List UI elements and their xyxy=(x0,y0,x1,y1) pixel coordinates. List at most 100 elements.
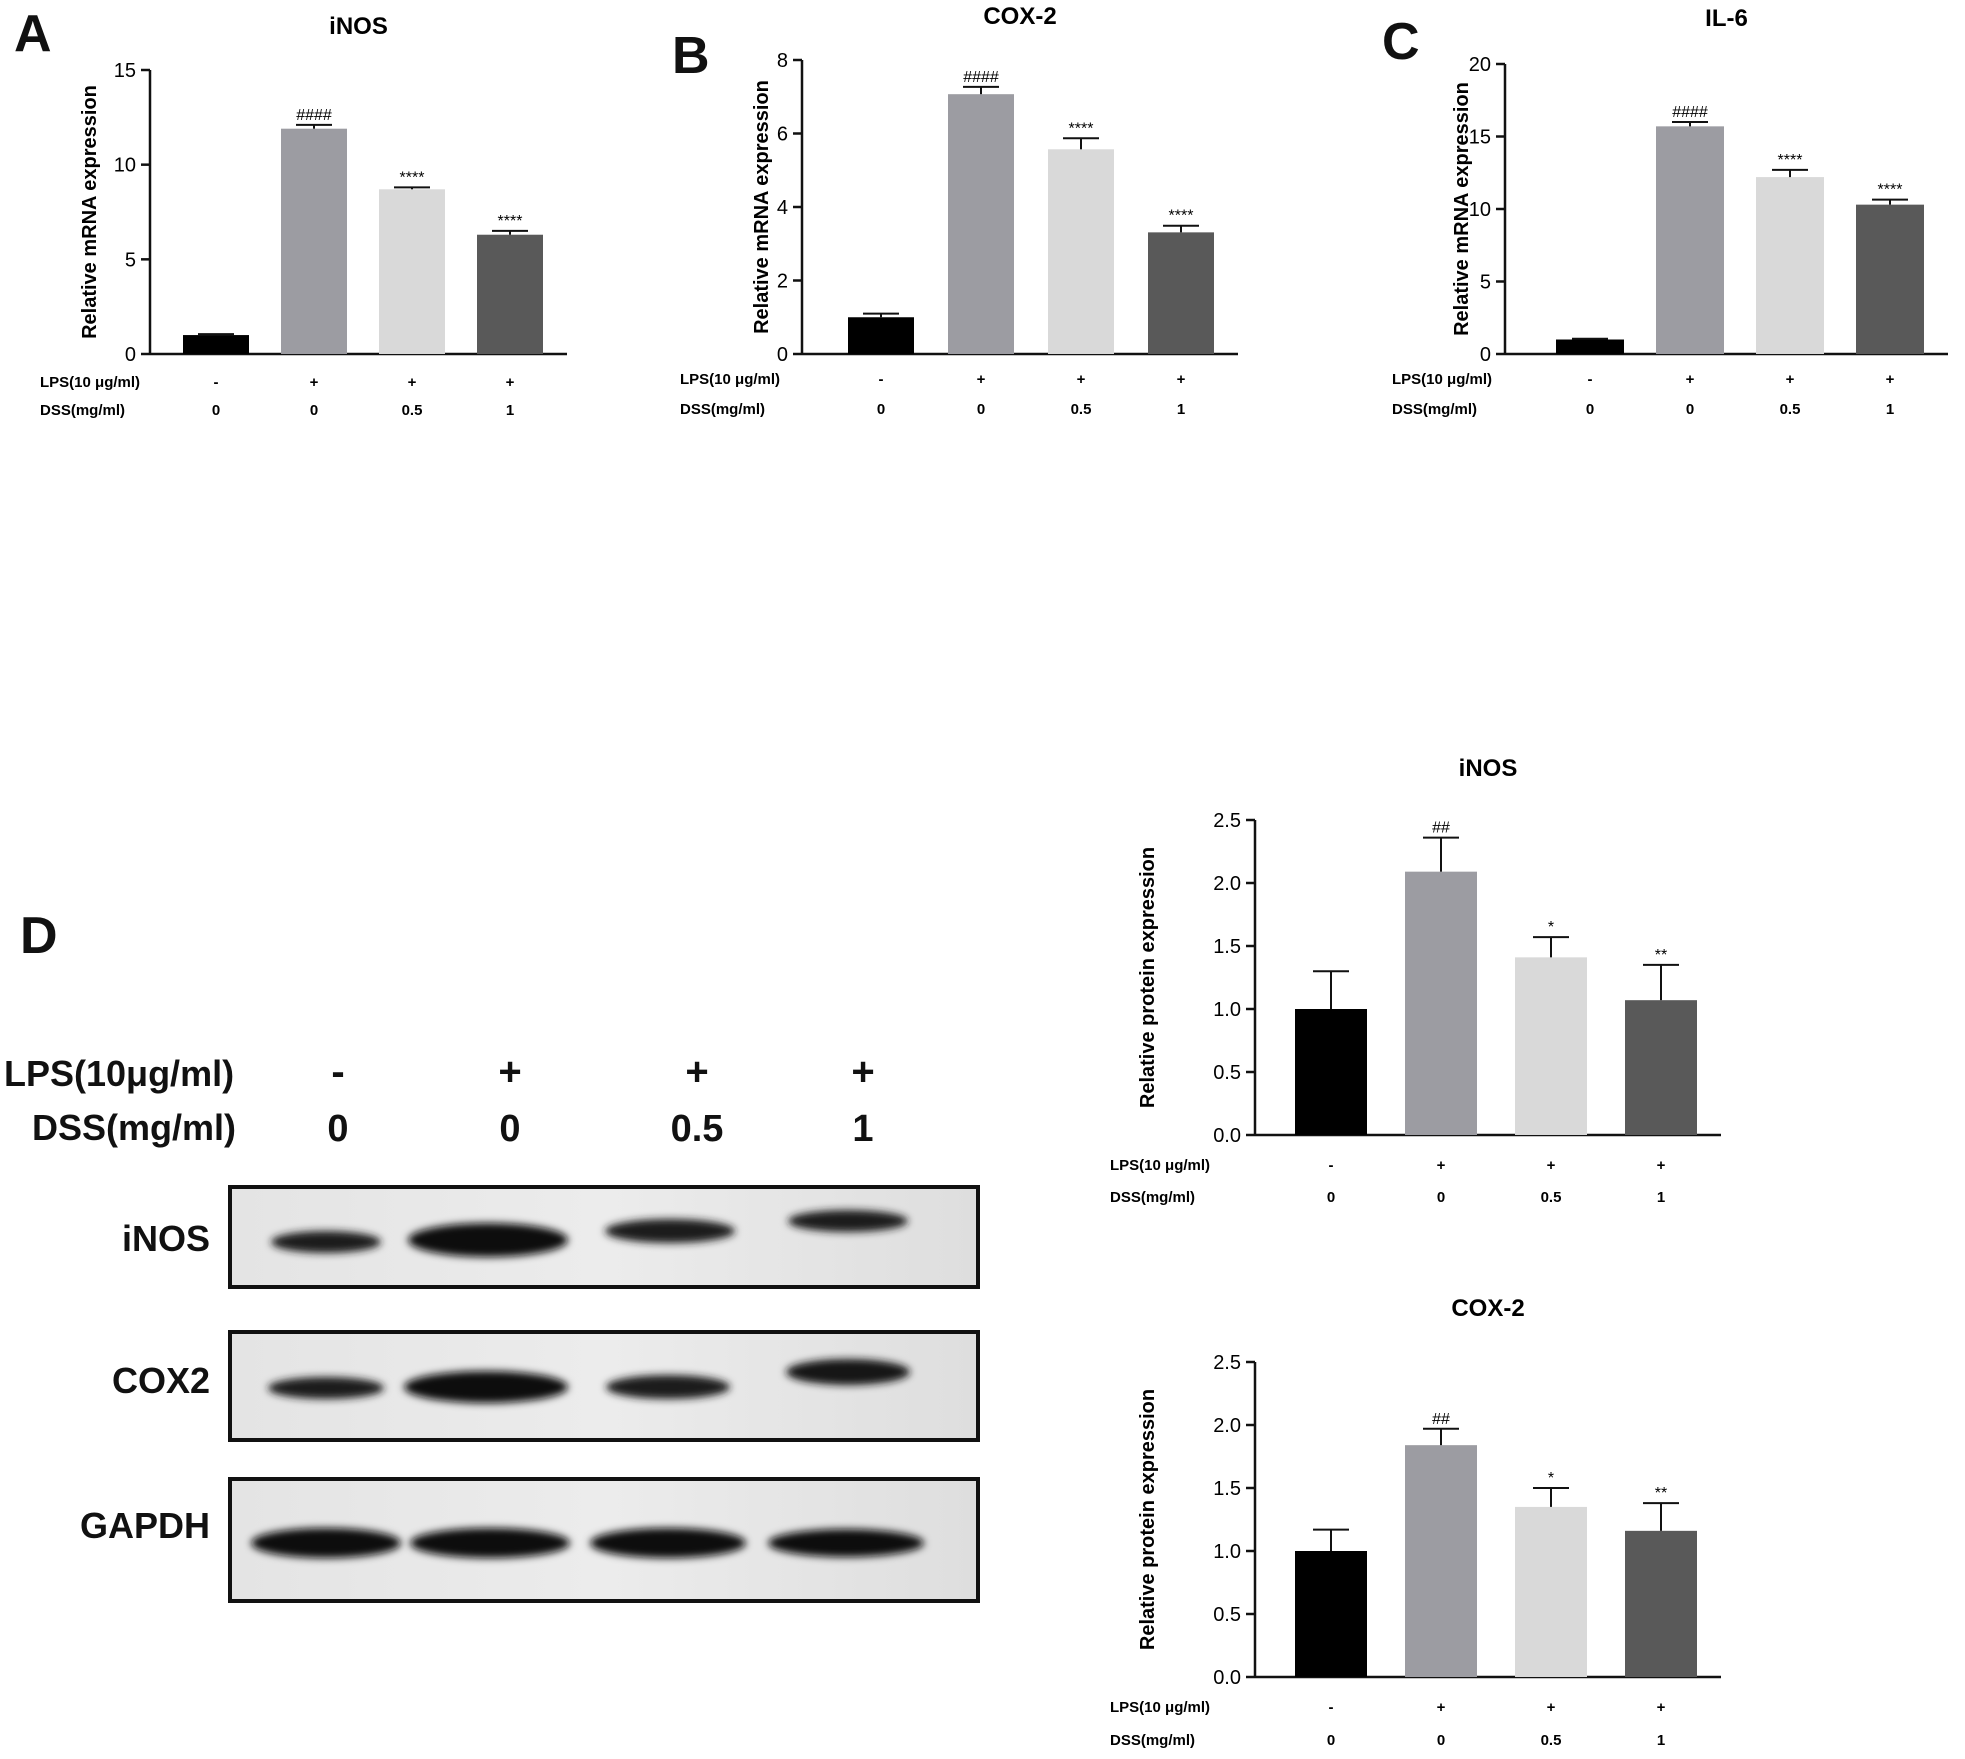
condition-value: + xyxy=(506,374,515,391)
condition-value: 0 xyxy=(1586,401,1594,418)
condition-value: 1 xyxy=(1657,1189,1665,1206)
bar xyxy=(1625,1530,1697,1677)
condition-value: + xyxy=(1547,1157,1556,1174)
bar xyxy=(1756,177,1824,354)
condition-value: 1 xyxy=(1177,401,1185,418)
bar xyxy=(948,94,1014,355)
y-tick-label: 0.0 xyxy=(1213,1125,1241,1147)
bar xyxy=(1295,1551,1367,1677)
y-tick-label: 4 xyxy=(777,197,788,219)
condition-value: 0 xyxy=(1437,1189,1445,1206)
bar xyxy=(477,234,543,354)
chart-d-protein-cox2: COX-2 0.0 0.5 1.0 1.5 2.0 2.5 Relative protein … xyxy=(1110,1295,1721,1749)
condition-value: + xyxy=(1077,371,1086,388)
condition-label: LPS(10 μg/ml) xyxy=(40,374,140,391)
significance-label: #### xyxy=(963,69,999,86)
condition-label: LPS(10 μg/ml) xyxy=(680,371,780,388)
y-tick-label: 2.5 xyxy=(1213,1352,1241,1374)
blot-dss-value: 0.5 xyxy=(670,1108,724,1150)
y-tick-label: 1.0 xyxy=(1213,1541,1241,1563)
significance-label: ## xyxy=(1432,1411,1450,1428)
bar xyxy=(1656,126,1724,354)
bar xyxy=(1405,1445,1477,1677)
significance-label: **** xyxy=(1778,152,1803,169)
condition-value: + xyxy=(310,374,319,391)
panel-letter-a: A xyxy=(14,5,52,63)
blot-row-label-cox2: COX2 xyxy=(111,1360,210,1401)
condition-value: 0 xyxy=(212,402,220,419)
chart-title: IL-6 xyxy=(1705,5,1748,32)
band xyxy=(590,1528,746,1558)
panel-letter-c: C xyxy=(1382,13,1420,71)
condition-value: 0.5 xyxy=(1541,1189,1562,1206)
condition-value: 0 xyxy=(877,401,885,418)
condition-label: DSS(mg/ml) xyxy=(40,402,125,419)
bar xyxy=(281,128,347,354)
significance-label: * xyxy=(1548,919,1554,936)
y-tick-label: 0 xyxy=(777,344,788,366)
condition-value: 0 xyxy=(1327,1189,1335,1206)
y-tick-label: 2.0 xyxy=(1213,1415,1241,1437)
y-tick-label: 1.5 xyxy=(1213,936,1241,958)
y-tick-label: 15 xyxy=(114,60,136,82)
condition-value: + xyxy=(1437,1699,1446,1716)
condition-label: LPS(10 μg/ml) xyxy=(1392,371,1492,388)
y-tick-label: 20 xyxy=(1469,54,1491,76)
bar xyxy=(1295,1009,1367,1135)
blot-row-label-gapdh: GAPDH xyxy=(79,1505,210,1546)
condition-value: + xyxy=(1177,371,1186,388)
western-blot-panel: LPS(10μg/ml) DSS(mg/ml) - + + + 0 0 0.5 … xyxy=(0,1050,1000,1610)
bar xyxy=(1048,149,1114,354)
condition-value: 1 xyxy=(1886,401,1894,418)
y-tick-label: 10 xyxy=(1469,199,1491,221)
y-tick-label: 6 xyxy=(777,124,788,146)
blot-strips xyxy=(228,1185,980,1603)
blot-strip-cox2 xyxy=(228,1330,980,1442)
significance-label: ** xyxy=(1655,947,1667,964)
condition-value: 0.5 xyxy=(1541,1732,1562,1749)
chart-d-protein-inos: iNOS 0.0 0.5 1.0 1.5 2.0 2.5 Relative protein e… xyxy=(1110,755,1721,1206)
y-axis-label: Relative mRNA expression xyxy=(79,85,101,339)
y-tick-label: 2 xyxy=(777,271,788,293)
bar xyxy=(1515,957,1587,1135)
band xyxy=(410,1528,570,1558)
condition-value: 1 xyxy=(506,402,514,419)
condition-value: + xyxy=(408,374,417,391)
blot-lps-value: + xyxy=(498,1050,522,1094)
significance-label: ** xyxy=(1655,1485,1667,1502)
blot-dss-value: 0 xyxy=(327,1108,349,1150)
condition-value: + xyxy=(1547,1699,1556,1716)
blot-strip-inos xyxy=(228,1185,980,1289)
y-tick-label: 15 xyxy=(1469,127,1491,149)
condition-value: + xyxy=(1786,371,1795,388)
band xyxy=(251,1528,401,1558)
chart-title: iNOS xyxy=(329,13,388,40)
condition-value: 0.5 xyxy=(402,402,423,419)
blot-dss-value: 0 xyxy=(499,1108,521,1150)
condition-value: + xyxy=(1886,371,1895,388)
y-tick-label: 0 xyxy=(125,344,136,366)
significance-label: **** xyxy=(1069,120,1094,137)
condition-value: 0 xyxy=(977,401,985,418)
significance-label: **** xyxy=(1878,182,1903,199)
blot-lps-value: - xyxy=(331,1050,345,1094)
chart-title: COX-2 xyxy=(1451,1295,1524,1322)
condition-value: + xyxy=(1657,1157,1666,1174)
bar xyxy=(1856,204,1924,354)
blot-lps-value: + xyxy=(851,1050,875,1094)
condition-value: + xyxy=(1686,371,1695,388)
significance-label: #### xyxy=(1672,104,1708,121)
band xyxy=(268,1377,384,1399)
blot-dss-label: DSS(mg/ml) xyxy=(32,1107,237,1148)
condition-value: 0 xyxy=(1686,401,1694,418)
condition-label: DSS(mg/ml) xyxy=(1110,1732,1195,1749)
condition-value: 1 xyxy=(1657,1732,1665,1749)
y-tick-label: 0.0 xyxy=(1213,1667,1241,1689)
y-tick-label: 2.0 xyxy=(1213,873,1241,895)
y-axis-label: Relative protein expression xyxy=(1137,1389,1159,1650)
condition-value: 0 xyxy=(1327,1732,1335,1749)
chart-title: iNOS xyxy=(1459,755,1518,782)
y-tick-label: 1.0 xyxy=(1213,999,1241,1021)
significance-label: **** xyxy=(400,169,425,186)
